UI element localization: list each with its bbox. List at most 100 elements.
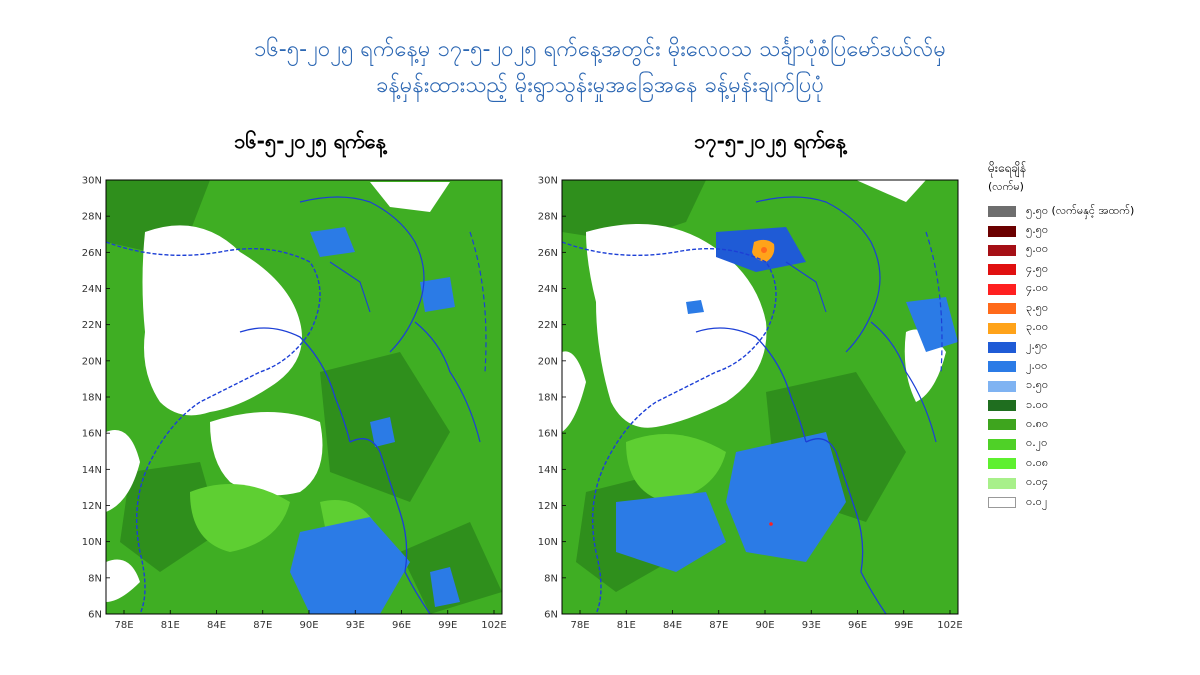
legend-label: ၃.၅၀ [1026,300,1049,314]
latitude-tick-label: 26N [82,248,102,259]
longitude-tick-label: 84E [663,620,682,631]
rainfall-shading [562,180,958,614]
latitude-tick-label: 24N [82,284,102,295]
legend-label: ၂.၀၀ [1026,358,1048,372]
longitude-labels-1: 78E 81E 84E 87E 90E 93E 96E 99E 102E [114,610,507,631]
legend-item: ၅.၅၀ [988,221,1198,240]
longitude-tick-label: 99E [894,620,913,631]
legend-items: ၅.၅၀ (လက်မနှင့် အထက်) ၅.၅၀၅.၀၀ ၄.၅၀၄.၀၀၃.၅… [988,202,1198,512]
longitude-tick-label: 93E [346,620,365,631]
legend-label: ၀.၀၄ [1026,475,1049,489]
legend-item: ၀.၀၄ [988,473,1198,492]
legend-label: ၁.၀၀ [1026,397,1049,411]
legend-item: ၅.၀၀ [988,241,1198,260]
latitude-tick-label: 18N [538,393,558,404]
title-line-2: ခန့်မှန်းထားသည့် မိုးရွာသွန်းမှုအခြေအနေ … [375,73,824,98]
latitude-tick-label: 30N [82,176,102,187]
legend-swatch [988,322,1016,334]
longitude-tick-label: 99E [438,620,457,631]
latitude-tick-label: 6N [88,610,102,621]
legend-label: ၀.၀၂ [1026,494,1048,508]
latitude-tick-label: 24N [538,284,558,295]
latitude-tick-label: 10N [538,537,558,548]
longitude-tick-label: 90E [299,620,318,631]
longitude-tick-label: 87E [709,620,728,631]
legend-swatch [988,264,1016,276]
longitude-tick-label: 102E [481,620,506,631]
legend-item: ၀.၈၀ [988,415,1198,434]
latitude-tick-label: 16N [538,429,558,440]
legend-item: ၀.၂၀ [988,435,1198,454]
latitude-tick-label: 16N [82,429,102,440]
legend-label: ၀.၀၈ [1026,455,1049,469]
latitude-tick-label: 26N [538,248,558,259]
map-2-date-label: ၁၇-၅-၂၀၂၅ ရက်နေ့ [694,129,846,153]
longitude-labels-2: 78E 81E 84E 87E 90E 93E 96E 99E 102E [570,610,963,631]
legend-label: ၅.၅၀ [1026,223,1049,237]
legend-label: ၀.၂၀ [1026,436,1048,450]
map-panel-1: 30N 28N 26N 24N 22N 20N 18N 16N 14N 12N 10N 8N 6N 78… [70,172,510,636]
legend-item: ၁.၅၀ [988,377,1198,396]
rainfall-legend: မိုးရေချိန် (လက်မ) ၅.၅၀ (လက်မနှင့် အထက်)… [988,160,1198,512]
legend-item: ၁.၀၀ [988,396,1198,415]
latitude-tick-label: 10N [82,537,102,548]
map-1-date-label: ၁၆-၅-၂၀၂၅ ရက်နေ့ [234,129,386,153]
legend-label: ၂.၅၀ [1026,339,1048,353]
legend-swatch [988,380,1016,392]
map-panel-2: 30N 28N 26N 24N 22N 20N 18N 16N 14N 12N 10N 8N 6N 78… [526,172,966,636]
legend-item: ၅.၅၀ (လက်မနှင့် အထက်) [988,202,1198,221]
legend-title: မိုးရေချိန် [988,161,1027,175]
legend-label: ၃.၀၀ [1026,320,1049,334]
latitude-tick-label: 28N [538,212,558,223]
latitude-tick-label: 14N [82,465,102,476]
latitude-labels-1: 30N 28N 26N 24N 22N 20N 18N 16N 14N 12N 10N 8N 6N [82,176,110,621]
legend-swatch [988,225,1016,237]
latitude-tick-label: 12N [82,501,102,512]
legend-swatch [988,341,1016,353]
legend-item: ၂.၅၀ [988,338,1198,357]
longitude-tick-label: 84E [207,620,226,631]
latitude-tick-label: 30N [538,176,558,187]
longitude-tick-label: 81E [617,620,636,631]
legend-item: ၃.၀၀ [988,318,1198,337]
legend-item: ၂.၀၀ [988,357,1198,376]
latitude-tick-label: 14N [538,465,558,476]
longitude-tick-label: 90E [755,620,774,631]
legend-item: ၄.၀၀ [988,280,1198,299]
rainfall-map-1: 30N 28N 26N 24N 22N 20N 18N 16N 14N 12N 10N 8N 6N 78… [82,176,507,632]
longitude-tick-label: 93E [802,620,821,631]
latitude-tick-label: 28N [82,212,102,223]
latitude-tick-label: 22N [82,320,102,331]
legend-label: ၅.၅၀ (လက်မနှင့် အထက်) [1026,203,1135,217]
legend-swatch [988,477,1016,489]
latitude-tick-label: 18N [82,393,102,404]
rainfall-map-2: 30N 28N 26N 24N 22N 20N 18N 16N 14N 12N 10N 8N 6N 78… [538,176,963,632]
latitude-tick-label: 20N [82,356,102,367]
latitude-tick-label: 12N [538,501,558,512]
legend-label: ၄.၅၀ [1026,261,1049,275]
legend-swatch [988,400,1016,412]
legend-unit: (လက်မ) [988,180,1024,193]
legend-item: ၄.၅၀ [988,260,1198,279]
legend-item: ၀.၀၈ [988,454,1198,473]
legend-label: ၄.၀၀ [1026,281,1049,295]
legend-item: ၀.၀၂ [988,493,1198,512]
longitude-tick-label: 102E [937,620,962,631]
latitude-tick-label: 20N [538,356,558,367]
legend-swatch [988,283,1016,295]
latitude-tick-label: 8N [544,573,558,584]
legend-swatch [988,303,1016,315]
legend-item: ၃.၅၀ [988,299,1198,318]
legend-swatch [988,458,1016,470]
latitude-labels-2: 30N 28N 26N 24N 22N 20N 18N 16N 14N 12N 10N 8N 6N [538,176,566,621]
latitude-tick-label: 8N [88,573,102,584]
longitude-tick-label: 96E [392,620,411,631]
longitude-tick-label: 81E [161,620,180,631]
latitude-tick-label: 22N [538,320,558,331]
legend-swatch [988,206,1016,218]
title-line-1: ၁၆-၅-၂၀၂၅ ရက်နေ့မှ ၁၇-၅-၂၀၂၅ ရက်နေ့အတွင်… [254,37,946,62]
legend-swatch [988,419,1016,431]
longitude-tick-label: 96E [848,620,867,631]
longitude-tick-label: 87E [253,620,272,631]
legend-swatch [988,497,1016,509]
